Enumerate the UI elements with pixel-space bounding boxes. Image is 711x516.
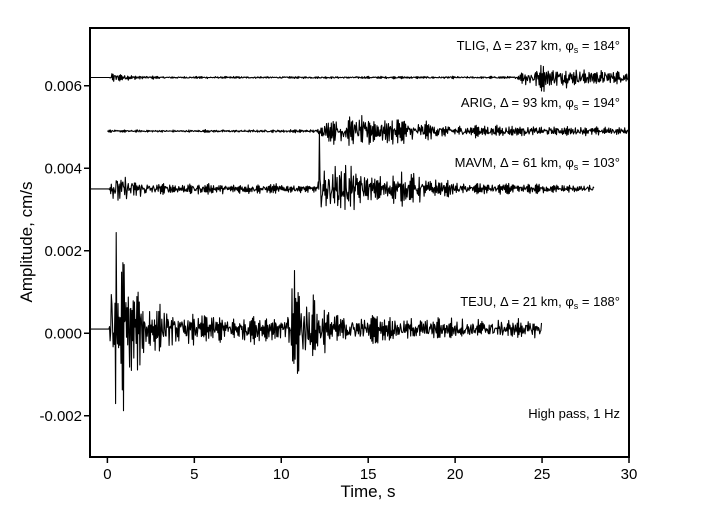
label-name: TEJU, [460,294,500,309]
y-axis: 0.006 0.004 0.002 0.000 -0.002 [39,78,90,425]
phi-subscript: s [574,301,579,311]
azimuth-value: = 103° [578,155,620,170]
label-delta: Δ = 21 km, [500,294,565,309]
trace-teju [90,232,543,412]
label-delta: Δ = 237 km, [493,38,566,53]
y-tick-label: 0.004 [44,160,82,177]
x-axis-label: Time, s [340,482,395,501]
x-tick-label: 5 [190,466,198,483]
x-tick-label: 30 [621,466,638,483]
y-tick-label: 0.006 [44,78,82,95]
x-tick-label: 10 [273,466,290,483]
phi-subscript: s [574,162,579,172]
label-name: TLIG, [457,38,493,53]
trace-tlig [90,64,629,92]
station-label-teju: TEJU, Δ = 21 km, φs = 188° [460,294,620,311]
azimuth-value: = 194° [578,95,620,110]
label-name: MAVM, [455,155,500,170]
label-name: ARIG, [461,95,500,110]
traces [90,64,630,412]
annotation-filter: High pass, 1 Hz [528,406,620,421]
y-tick-label: 0.000 [44,325,82,342]
x-tick-label: 25 [534,466,551,483]
plot-frame [89,27,630,458]
label-phi: φ [565,155,573,170]
label-phi: φ [565,294,573,309]
trace-arig [107,115,630,146]
station-labels: TLIG, Δ = 237 km, φs = 184°ARIG, Δ = 93 … [455,38,620,311]
phi-subscript: s [574,102,579,112]
y-tick-label: 0.002 [44,243,82,260]
y-axis-label: Amplitude, cm/s [17,182,36,303]
phi-subscript: s [574,45,579,55]
azimuth-value: = 188° [578,294,620,309]
station-label-mavm: MAVM, Δ = 61 km, φs = 103° [455,155,620,172]
x-axis: 0 5 10 15 20 25 30 [103,457,637,483]
x-tick-label: 20 [447,466,464,483]
label-phi: φ [565,95,573,110]
x-tick-label: 15 [360,466,377,483]
label-delta: Δ = 61 km, [500,155,565,170]
x-tick-label: 0 [103,466,111,483]
label-delta: Δ = 93 km, [500,95,565,110]
label-phi: φ [565,38,573,53]
trace-mavm [90,130,595,211]
y-tick-label: -0.002 [39,408,82,425]
station-label-arig: ARIG, Δ = 93 km, φs = 194° [461,95,620,112]
azimuth-value: = 184° [578,38,620,53]
station-label-tlig: TLIG, Δ = 237 km, φs = 184° [457,38,620,55]
